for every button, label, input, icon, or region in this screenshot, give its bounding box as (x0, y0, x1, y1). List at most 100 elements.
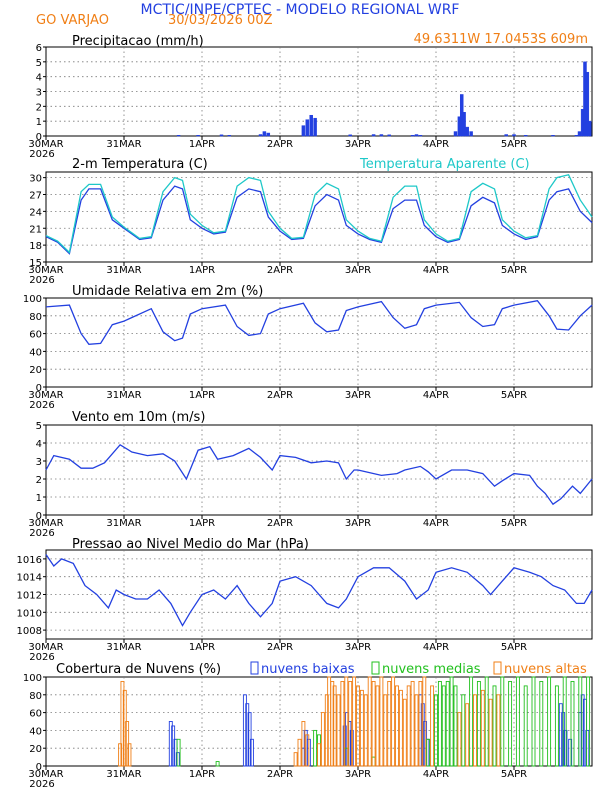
y-tick-label: 1016 (17, 555, 42, 566)
x-tick-label: 4APR (423, 769, 449, 780)
bar-precipitacao (219, 134, 224, 137)
bar-nuvens-baixas (568, 738, 573, 767)
bar-nuvens-medias (426, 738, 431, 767)
legend-mid-clouds: nuvens medias (382, 662, 481, 677)
panel-wind-title: Vento em 10m (m/s) (72, 410, 205, 425)
x-tick-label: 2APR (267, 642, 293, 653)
bar-nuvens-medias (531, 676, 536, 767)
y-tick-label: 1012 (17, 591, 42, 602)
bar-precipitacao (469, 131, 473, 137)
x-tick-label: 31MAR (106, 139, 141, 150)
line-2-m-temperatura (45, 185, 593, 255)
y-tick-label: 20 (29, 365, 42, 376)
panel-precipitation-plot: 0 1 2 3 4 5 6 30MAR 31MAR 1APR 2APR 3APR 4APR 5APR 202… (28, 43, 592, 160)
x-year-label: 2026 (29, 149, 54, 160)
y-tick-label: 3 (36, 88, 42, 99)
x-tick-label: 31MAR (106, 518, 141, 529)
bar-nuvens-medias (461, 694, 466, 767)
bar-nuvens-altas (352, 676, 357, 767)
bar-nuvens-medias (523, 685, 528, 767)
panel-precipitation-title: Precipitacao (mm/h) (72, 34, 204, 49)
y-tick-label: 15 (29, 258, 42, 269)
y-tick-label: 3 (36, 457, 42, 468)
bar-nuvens-altas (297, 738, 302, 767)
x-tick-label: 4APR (423, 518, 449, 529)
x-tick-label: 1APR (189, 518, 215, 529)
bar-nuvens-altas (324, 694, 329, 767)
y-tick-label: 18 (29, 241, 42, 252)
x-tick-label: 31MAR (106, 769, 141, 780)
y-tick-label: 20 (29, 744, 42, 755)
y-tick-label: 80 (29, 312, 42, 323)
panel-temperature-title: 2-m Temperatura (C) (72, 157, 208, 172)
x-tick-label: 31MAR (106, 390, 141, 401)
bar-nuvens-altas (406, 685, 411, 767)
bar-nuvens-baixas (249, 738, 254, 767)
bar-precipitacao (585, 71, 590, 137)
x-tick-label: 1APR (189, 769, 215, 780)
bar-nuvens-medias (570, 681, 575, 767)
bar-precipitacao (262, 131, 267, 137)
bar-precipitacao (379, 134, 384, 137)
header-run: 30/03/2026 00Z (168, 13, 273, 28)
bar-nuvens-medias (554, 685, 559, 767)
x-tick-label: 4APR (423, 139, 449, 150)
x-tick-label: 2APR (267, 769, 293, 780)
bar-precipitacao (587, 120, 592, 137)
x-tick-label: 3APR (345, 139, 371, 150)
bar-nuvens-baixas (171, 725, 176, 767)
bar-precipitacao (418, 135, 423, 137)
x-tick-label: 5APR (501, 265, 527, 276)
bar-nuvens-altas (480, 689, 485, 767)
bar-nuvens-altas (332, 685, 337, 767)
x-tick-label: 30MAR (28, 642, 63, 653)
x-tick-label: 1APR (189, 390, 215, 401)
bar-precipitacao (504, 134, 508, 137)
bar-nuvens-altas (293, 752, 298, 767)
bar-nuvens-altas (120, 681, 125, 767)
bar-nuvens-altas (317, 743, 321, 767)
bar-nuvens-altas (414, 694, 419, 767)
bar-nuvens-medias (586, 676, 591, 767)
y-tick-label: 6 (36, 43, 42, 54)
bar-nuvens-medias (445, 681, 450, 767)
y-tick-label: 0 (36, 511, 42, 522)
bar-nuvens-medias (492, 685, 497, 767)
bar-nuvens-altas (430, 685, 435, 767)
y-tick-label: 100 (23, 673, 42, 684)
bar-precipitacao (227, 135, 232, 137)
bar-precipitacao (176, 135, 181, 137)
x-tick-label: 3APR (345, 642, 371, 653)
bar-precipitacao (453, 131, 458, 137)
bar-nuvens-baixas (558, 703, 563, 767)
bar-nuvens-medias (508, 681, 513, 767)
x-tick-label: 4APR (423, 642, 449, 653)
bar-precipitacao (387, 134, 391, 137)
bar-nuvens-altas (410, 681, 415, 767)
bar-nuvens-altas (379, 676, 384, 767)
bar-nuvens-medias (562, 676, 567, 767)
legend-high-clouds: nuvens altas (504, 662, 587, 677)
y-tick-label: 60 (29, 709, 42, 720)
bar-precipitacao (512, 134, 516, 137)
bar-nuvens-altas (488, 698, 493, 767)
bar-nuvens-medias (313, 729, 318, 767)
bar-precipitacao (465, 126, 469, 137)
bar-nuvens-altas (301, 721, 306, 767)
bar-nuvens-altas (348, 681, 353, 767)
y-tick-label: 4 (36, 73, 42, 84)
x-tick-label: 3APR (345, 769, 371, 780)
panel-temperature: 15 18 21 24 27 30 30MAR 31MAR 1APR 2APR 3APR 4APR 5A… (28, 157, 593, 286)
y-tick-label: 0 (36, 762, 42, 773)
bar-nuvens-baixas (245, 703, 250, 767)
x-tick-label: 5APR (501, 139, 527, 150)
panel-clouds-title: Cobertura de Nuvens (%) (56, 662, 221, 677)
bar-precipitacao (577, 131, 582, 137)
panel-temperature-plot: 15 18 21 24 27 30 30MAR 31MAR 1APR 2APR 3APR 4APR 5A… (28, 172, 593, 286)
header-location: GO VARJAO (36, 13, 109, 28)
legend-apparent-temperature: Temperatura Aparente (C) (359, 157, 530, 172)
line-vento-upper (45, 443, 358, 481)
x-year-label: 2026 (29, 528, 54, 539)
bar-nuvens-medias (476, 681, 481, 767)
line-vento-lower (357, 465, 593, 506)
